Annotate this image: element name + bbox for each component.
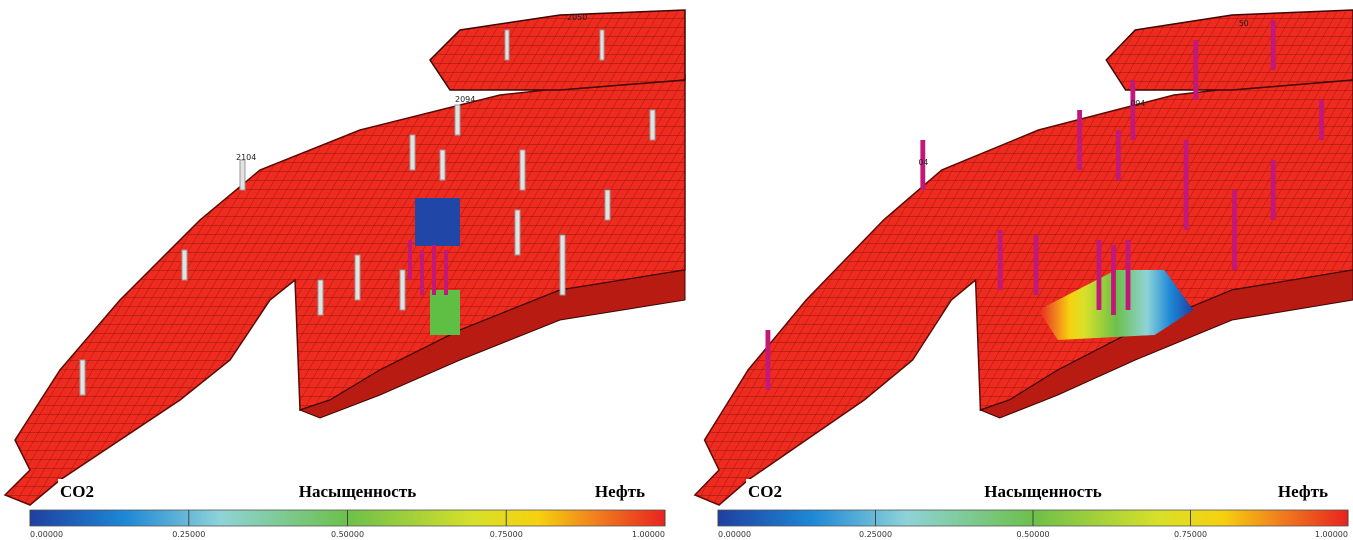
well-label: 50 <box>1239 19 1249 28</box>
tick-label: 0.25000 <box>172 530 205 539</box>
colorbar-title: Насыщенность <box>984 482 1101 501</box>
well-label: 04 <box>918 158 928 167</box>
co2-plume <box>415 198 460 246</box>
colorbar-label-left: CO2 <box>60 482 94 501</box>
reservoir-model <box>4 9 686 506</box>
injectors <box>765 20 1325 390</box>
well-label: 2050 <box>567 13 587 22</box>
well-label: 2094 <box>455 95 475 104</box>
tick-label: 0.75000 <box>1174 530 1207 539</box>
well-label: 094 <box>1130 99 1145 108</box>
injectors <box>408 240 448 295</box>
tick-label: 0.50000 <box>1016 530 1049 539</box>
wells <box>79 29 656 396</box>
tick-label: 0.00000 <box>30 530 63 539</box>
colorbar-title: Насыщенность <box>299 482 416 501</box>
label-bg <box>746 479 806 505</box>
label-bg <box>58 479 118 505</box>
left-panel: 2050 2094 2104 <box>4 9 686 506</box>
tick-label: 1.00000 <box>1315 530 1348 539</box>
tick-label: 1.00000 <box>632 530 665 539</box>
colorbar-label-left: CO2 <box>748 482 782 501</box>
tick-label: 0.00000 <box>718 530 751 539</box>
colorbar-label-right: Нефть <box>1278 482 1328 501</box>
colorbar-label-right: Нефть <box>595 482 645 501</box>
right-panel: 50 094 04 <box>694 9 1353 506</box>
well-label: 2104 <box>236 153 256 162</box>
tick-label: 0.75000 <box>490 530 523 539</box>
tick-label: 0.50000 <box>331 530 364 539</box>
reservoir-model <box>694 9 1353 506</box>
co2-cells <box>430 290 460 335</box>
tick-label: 0.25000 <box>859 530 892 539</box>
